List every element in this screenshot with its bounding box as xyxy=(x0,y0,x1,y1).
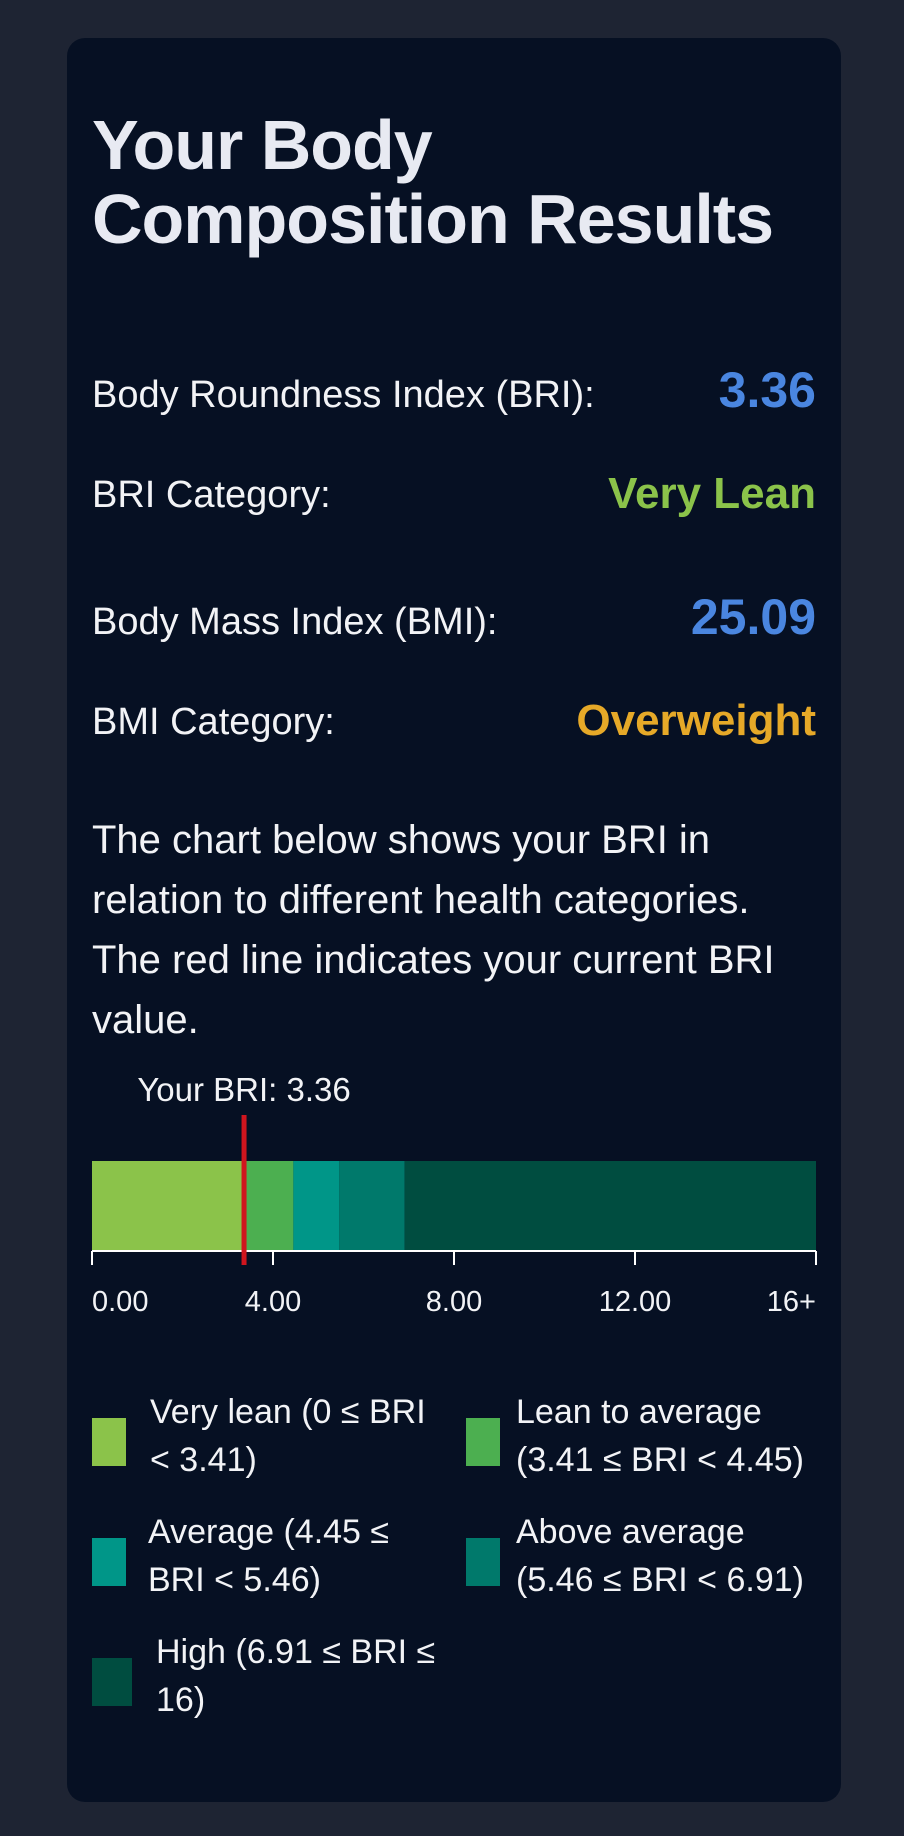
legend-label: Very lean (0 ≤ BRI < 3.41) xyxy=(150,1388,490,1484)
bmi-category-label: BMI Category: xyxy=(92,701,335,743)
bri-category-row: BRI Category: Very Lean xyxy=(92,465,816,525)
legend-label-line1: Lean to average xyxy=(516,1393,762,1431)
legend-label-line2: (5.46 ≤ BRI < 6.91) xyxy=(516,1561,804,1599)
bri-segment-2 xyxy=(293,1161,340,1251)
chart-description: The chart below shows your BRI in relati… xyxy=(92,818,775,1042)
bri-marker-label: Your BRI: 3.36 xyxy=(137,1071,350,1108)
legend-swatch xyxy=(92,1418,126,1466)
legend-swatch xyxy=(466,1418,500,1466)
bri-category-label: BRI Category: xyxy=(92,474,331,516)
legend-label-line2: (3.41 ≤ BRI < 4.45) xyxy=(516,1441,804,1479)
x-tick-label-3: 12.00 xyxy=(599,1286,672,1318)
bmi-category-value: Overweight xyxy=(576,696,816,745)
legend-label-line2: BRI < 5.46) xyxy=(148,1561,321,1599)
x-tick-label-2: 8.00 xyxy=(426,1286,482,1318)
bmi-row: Body Mass Index (BMI): 25.09 xyxy=(92,589,816,652)
legend-label: High (6.91 ≤ BRI ≤ 16) xyxy=(156,1628,496,1724)
bmi-value: 25.09 xyxy=(690,589,816,645)
legend-label-line2: 16) xyxy=(156,1681,206,1719)
bri-segment-0 xyxy=(92,1161,247,1251)
legend-label: Average (4.45 ≤ BRI < 5.46) xyxy=(148,1508,488,1604)
bri-segment-3 xyxy=(339,1161,405,1251)
x-tick-label-0: 0.00 xyxy=(92,1286,148,1318)
bmi-category-row: BMI Category: Overweight xyxy=(92,692,816,752)
bri-row: Body Roundness Index (BRI): 3.36 xyxy=(92,362,816,425)
legend-swatch xyxy=(466,1538,500,1586)
legend-swatch xyxy=(92,1658,132,1706)
page-title: Your Body Composition Results xyxy=(92,106,774,258)
bri-category-value: Very Lean xyxy=(608,469,816,518)
results-card xyxy=(67,38,841,1802)
legend-label-line2: < 3.41) xyxy=(150,1441,257,1479)
legend-label-line1: Above average xyxy=(516,1513,745,1551)
x-tick-label-1: 4.00 xyxy=(245,1286,301,1318)
legend-swatch xyxy=(92,1538,126,1586)
bri-segment-1 xyxy=(246,1161,294,1251)
legend-label: Lean to average (3.41 ≤ BRI < 4.45) xyxy=(516,1388,856,1484)
bri-segment-4 xyxy=(404,1161,816,1251)
legend-label: Above average (5.46 ≤ BRI < 6.91) xyxy=(516,1508,856,1604)
bri-value: 3.36 xyxy=(718,362,816,418)
x-tick-label-4: 16+ xyxy=(767,1286,816,1318)
legend-label-line1: Average (4.45 ≤ xyxy=(148,1513,390,1551)
bri-label: Body Roundness Index (BRI): xyxy=(92,374,595,416)
bmi-label: Body Mass Index (BMI): xyxy=(92,601,498,643)
legend-label-line1: Very lean (0 ≤ BRI xyxy=(150,1393,426,1431)
legend-label-line1: High (6.91 ≤ BRI ≤ xyxy=(156,1633,436,1671)
